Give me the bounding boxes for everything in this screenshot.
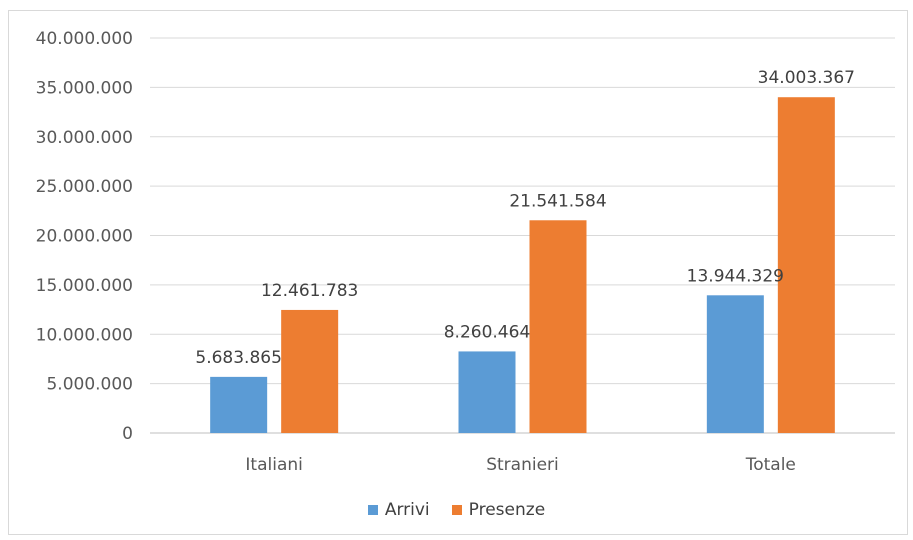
- y-tick-label: 35.000.000: [36, 78, 133, 98]
- legend-swatch-arrivi: [367, 505, 378, 515]
- data-labels: 5.683.865 12.461.783 8.260.464 21.541.584 13…: [195, 68, 855, 368]
- y-tick-label: 10.000.000: [36, 325, 133, 345]
- y-tick-label: 0: [122, 424, 133, 444]
- bar-presenze-italiani: [281, 309, 339, 433]
- data-label: 12.461.783: [261, 281, 358, 301]
- data-label: 13.944.329: [687, 266, 784, 286]
- bar-arrivi-stranieri: [458, 351, 516, 433]
- x-tick-label: Stranieri: [486, 455, 559, 475]
- data-label: 8.260.464: [444, 322, 531, 342]
- bar-presenze-stranieri: [529, 220, 587, 433]
- bar-arrivi-totale: [706, 295, 764, 433]
- y-tick-label: 40.000.000: [36, 29, 133, 49]
- y-axis-tick-labels: 0 5.000.000 10.000.000 15.000.000 20.000.000…: [36, 29, 133, 444]
- y-tick-label: 5.000.000: [46, 375, 133, 395]
- y-tick-label: 25.000.000: [36, 177, 133, 197]
- legend-item-presenze: Presenze: [451, 500, 546, 520]
- x-tick-label: Italiani: [245, 455, 302, 475]
- bar-arrivi-italiani: [210, 376, 268, 433]
- y-tick-label: 20.000.000: [36, 227, 133, 247]
- bars: [210, 97, 835, 434]
- legend-label-arrivi: Arrivi: [384, 500, 430, 520]
- x-axis-tick-labels: Italiani Stranieri Totale: [245, 455, 795, 475]
- legend-label-presenze: Presenze: [468, 500, 546, 520]
- gridlines: [150, 37, 895, 434]
- legend-item-arrivi: Arrivi: [367, 500, 430, 520]
- y-tick-label: 15.000.000: [36, 276, 133, 296]
- chart-frame: [8, 10, 908, 535]
- y-tick-label: 30.000.000: [36, 128, 133, 148]
- bar-presenze-totale: [777, 97, 835, 434]
- data-label: 34.003.367: [758, 68, 855, 88]
- legend-swatch-presenze: [451, 505, 462, 515]
- data-label: 21.541.584: [509, 191, 606, 211]
- data-label: 5.683.865: [195, 348, 282, 368]
- x-tick-label: Totale: [745, 455, 796, 475]
- legend: Arrivi Presenze: [0, 500, 913, 520]
